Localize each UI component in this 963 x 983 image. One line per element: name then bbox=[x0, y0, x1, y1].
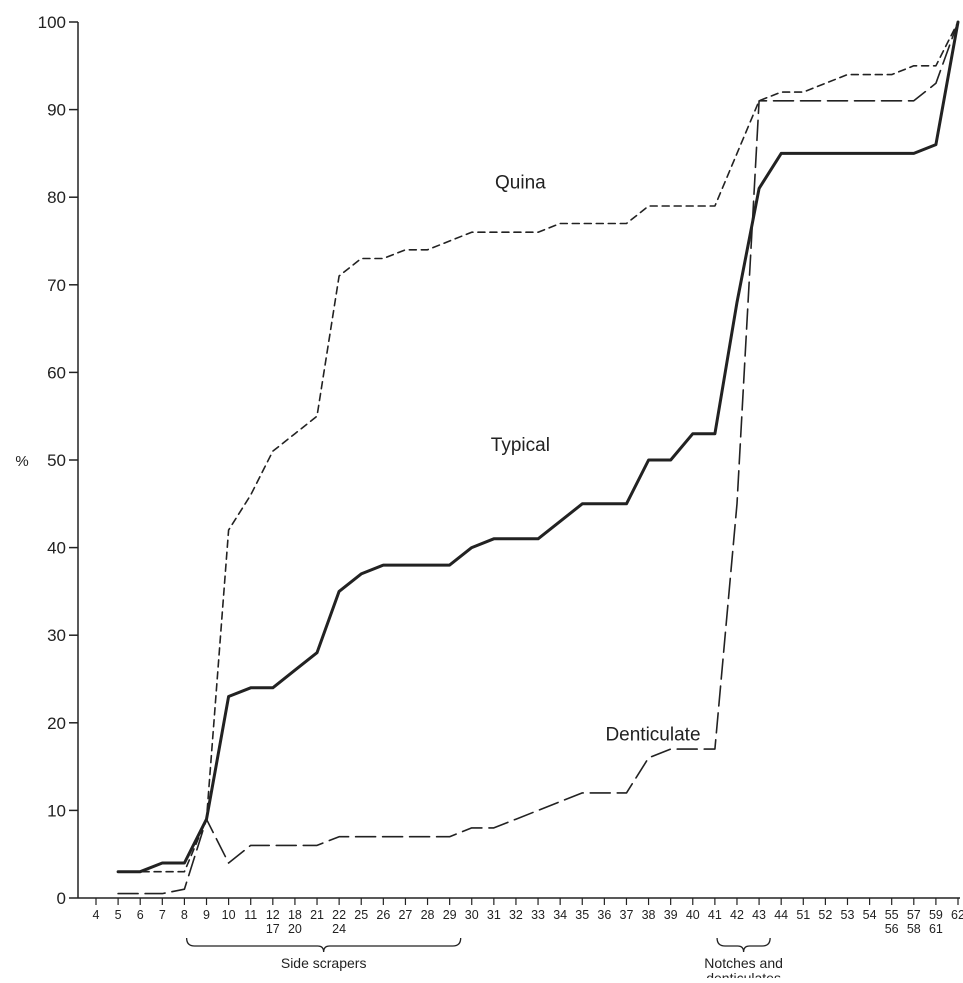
x-tick-label: 62 bbox=[951, 908, 963, 922]
series-label-denticulate: Denticulate bbox=[605, 724, 700, 745]
y-tick-label: 70 bbox=[47, 276, 66, 295]
x-tick-label: 44 bbox=[774, 908, 788, 922]
x-tick-label-secondary: 24 bbox=[332, 922, 346, 936]
series-label-typical: Typical bbox=[491, 435, 550, 456]
x-tick-label: 40 bbox=[686, 908, 700, 922]
x-tick-label: 55 bbox=[885, 908, 899, 922]
bracket-label-line1: Notches and bbox=[704, 955, 783, 971]
x-tick-label: 5 bbox=[115, 908, 122, 922]
series-line-denticulate bbox=[117, 21, 959, 895]
x-tick-label: 36 bbox=[597, 908, 611, 922]
y-tick-label: 80 bbox=[47, 188, 66, 207]
y-tick-label: 20 bbox=[47, 714, 66, 733]
x-tick-label: 4 bbox=[93, 908, 100, 922]
x-tick-label: 10 bbox=[222, 908, 236, 922]
x-tick-label: 28 bbox=[421, 908, 435, 922]
x-tick-label: 6 bbox=[137, 908, 144, 922]
y-tick-label: 90 bbox=[47, 101, 66, 120]
x-tick-label-secondary: 61 bbox=[929, 922, 943, 936]
series-line-quina bbox=[117, 21, 959, 873]
bracket-notches-denticulates bbox=[716, 937, 771, 953]
y-tick-label: 30 bbox=[47, 626, 66, 645]
x-tick-label: 53 bbox=[841, 908, 855, 922]
x-tick-label-secondary: 56 bbox=[885, 922, 899, 936]
series-line-typical bbox=[116, 20, 960, 874]
y-tick-label: 40 bbox=[47, 539, 66, 558]
x-tick-label: 52 bbox=[818, 908, 832, 922]
y-tick-label: 60 bbox=[47, 363, 66, 382]
x-tick-label: 7 bbox=[159, 908, 166, 922]
x-tick-label: 27 bbox=[398, 908, 412, 922]
series-label-quina: Quina bbox=[495, 172, 546, 193]
x-tick-label: 42 bbox=[730, 908, 744, 922]
bracket-label: Side scrapers bbox=[281, 955, 367, 971]
x-tick-label: 25 bbox=[354, 908, 368, 922]
y-tick-label: 10 bbox=[47, 801, 66, 820]
x-tick-label: 39 bbox=[664, 908, 678, 922]
y-tick-label: 100 bbox=[38, 13, 66, 32]
x-tick-label: 29 bbox=[443, 908, 457, 922]
x-tick-label: 35 bbox=[575, 908, 589, 922]
x-tick-label: 11 bbox=[244, 908, 257, 922]
x-tick-label: 33 bbox=[531, 908, 545, 922]
x-tick-label: 8 bbox=[181, 908, 188, 922]
x-tick-label: 30 bbox=[465, 908, 479, 922]
x-tick-label: 22 bbox=[332, 908, 346, 922]
x-tick-label: 18 bbox=[288, 908, 302, 922]
x-tick-label: 54 bbox=[863, 908, 877, 922]
x-tick-label: 26 bbox=[376, 908, 390, 922]
x-tick-label-secondary: 58 bbox=[907, 922, 921, 936]
x-tick-label: 32 bbox=[509, 908, 523, 922]
y-tick-label: 0 bbox=[57, 889, 66, 908]
x-tick-label: 12 bbox=[266, 908, 280, 922]
y-tick-label: 50 bbox=[47, 451, 66, 470]
x-tick-label: 31 bbox=[487, 908, 501, 922]
x-tick-label: 37 bbox=[620, 908, 634, 922]
x-tick-label: 21 bbox=[310, 908, 324, 922]
bracket-label-line2: denticulates bbox=[706, 970, 781, 978]
x-tick-label: 57 bbox=[907, 908, 921, 922]
x-tick-label: 59 bbox=[929, 908, 943, 922]
y-axis-label: % bbox=[15, 453, 28, 470]
x-tick-label-secondary: 20 bbox=[288, 922, 302, 936]
x-tick-label: 34 bbox=[553, 908, 567, 922]
x-tick-label: 41 bbox=[708, 908, 722, 922]
x-tick-label: 43 bbox=[752, 908, 766, 922]
bracket-side-scrapers bbox=[185, 937, 462, 953]
x-tick-label: 51 bbox=[796, 908, 810, 922]
x-tick-label: 38 bbox=[642, 908, 656, 922]
x-tick-label: 9 bbox=[203, 908, 210, 922]
x-tick-label-secondary: 17 bbox=[266, 922, 280, 936]
